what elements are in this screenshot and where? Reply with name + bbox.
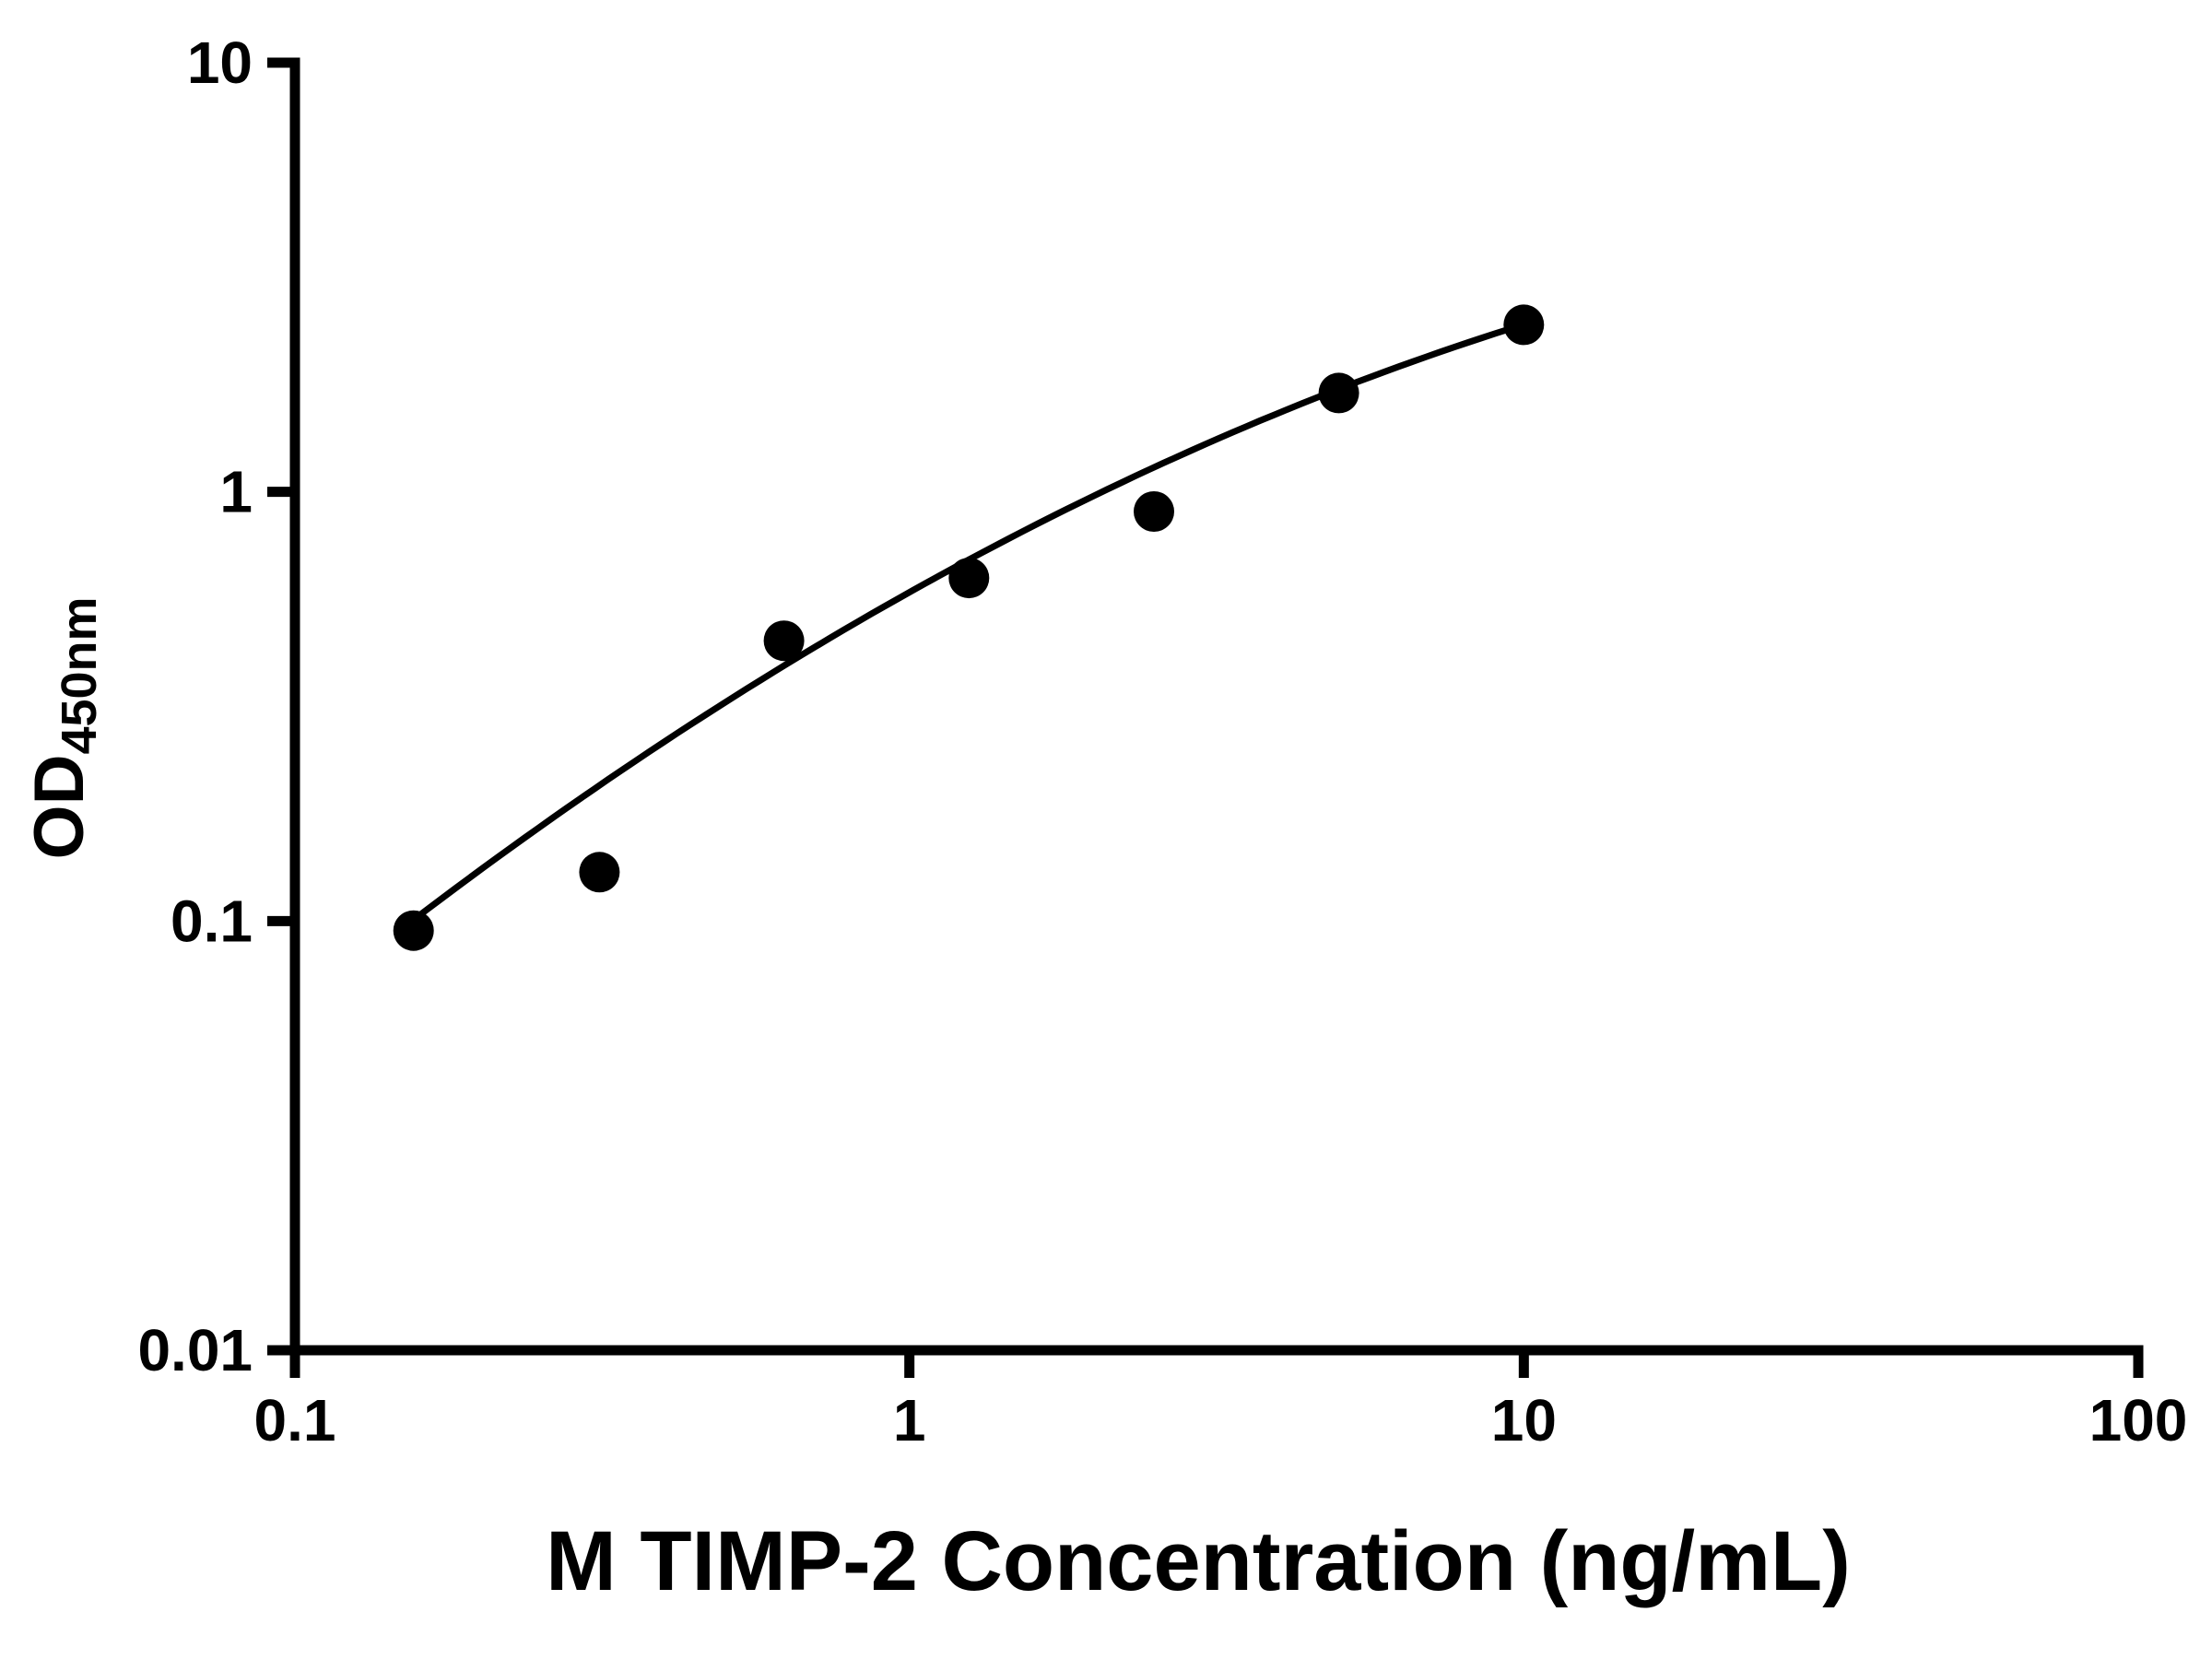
x-axis-tick-label: 1 — [893, 1387, 926, 1453]
data-point — [763, 620, 805, 662]
y-axis-tick-label: 10 — [187, 29, 253, 96]
x-axis-tick-label: 10 — [1491, 1387, 1557, 1453]
data-point — [579, 852, 620, 893]
fit-curve — [410, 321, 1527, 924]
y-axis-tick-label: 0.1 — [171, 888, 253, 954]
y-axis-tick-label: 1 — [219, 459, 253, 525]
axes-spine — [289, 57, 2144, 1356]
y-axis-title-subscript: 450nm — [52, 596, 107, 754]
data-point — [948, 558, 990, 599]
data-point — [1134, 491, 1174, 532]
y-axis-title: OD450nm — [20, 596, 107, 859]
y-axis-title-text: OD — [20, 755, 99, 860]
x-axis-tick-label: 0.1 — [254, 1387, 336, 1453]
data-point — [1503, 304, 1545, 346]
data-point — [1318, 372, 1359, 414]
x-axis-tick-label: 100 — [2089, 1387, 2188, 1453]
y-axis-tick-label: 0.01 — [137, 1317, 253, 1383]
data-point — [393, 910, 434, 951]
x-axis-title: M TIMP-2 Concentration (ng/mL) — [546, 1514, 1851, 1608]
